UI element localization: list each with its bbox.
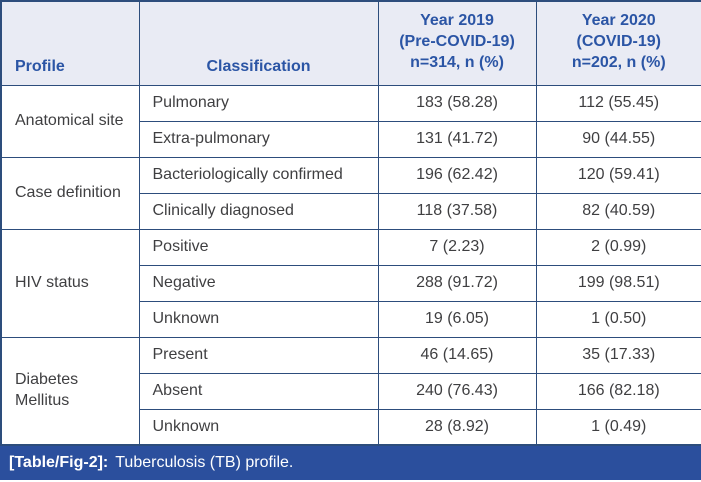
value-2019-cell: 28 (8.92) (377, 408, 537, 446)
classification-cell: Unknown (138, 408, 379, 446)
column-header-classification: Classification (138, 0, 379, 86)
value-2019-cell: 46 (14.65) (377, 336, 537, 374)
value-2020-cell: 82 (40.59) (535, 192, 701, 230)
table-row: Case definition Bacteriologically confir… (0, 156, 701, 230)
profile-cell-anatomical-site: Anatomical site (0, 84, 140, 158)
value-2019-cell: 288 (91.72) (377, 264, 537, 302)
value-2020-cell: 2 (0.99) (535, 228, 701, 266)
value-2019-cell: 183 (58.28) (377, 84, 537, 122)
value-2020-cell: 199 (98.51) (535, 264, 701, 302)
tb-profile-table: Profile Classification Year 2019 (Pre-CO… (0, 0, 701, 446)
profile-cell-case-definition: Case definition (0, 156, 140, 230)
table-row: HIV status Positive 7 (2.23) 2 (0.99) (0, 228, 701, 338)
value-2020-cell: 1 (0.50) (535, 300, 701, 338)
value-2019-cell: 240 (76.43) (377, 372, 537, 410)
value-2020-cell: 90 (44.55) (535, 120, 701, 158)
classification-cell: Unknown (138, 300, 379, 338)
classification-cell: Bacteriologically confirmed (138, 156, 379, 194)
column-header-profile: Profile (0, 0, 140, 86)
table-row: Extra-pulmonary 131 (41.72) 90 (44.55) (1, 120, 701, 158)
classification-cell: Present (138, 336, 379, 374)
table-caption: [Table/Fig-2]: Tuberculosis (TB) profile… (0, 446, 701, 480)
value-2020-cell: 120 (59.41) (535, 156, 701, 194)
value-2020-cell: 166 (82.18) (535, 372, 701, 410)
value-2019-cell: 7 (2.23) (377, 228, 537, 266)
classification-cell: Absent (138, 372, 379, 410)
column-header-year-2020: Year 2020 (COVID-19) n=202, n (%) (535, 0, 701, 86)
value-2019-cell: 118 (37.58) (377, 192, 537, 230)
classification-cell: Positive (138, 228, 379, 266)
value-2019-cell: 196 (62.42) (377, 156, 537, 194)
value-2019-cell: 131 (41.72) (377, 120, 537, 158)
header-row: Profile Classification Year 2019 (Pre-CO… (0, 0, 701, 86)
value-2020-cell: 1 (0.49) (535, 408, 701, 446)
table-row: Anatomical site Pulmonary 183 (58.28) 11… (0, 84, 701, 158)
profile-cell-hiv-status: HIV status (0, 228, 140, 338)
value-2020-cell: 112 (55.45) (535, 84, 701, 122)
table-row: Unknown 19 (6.05) 1 (0.50) (1, 300, 701, 338)
classification-cell: Clinically diagnosed (138, 192, 379, 230)
caption-label: [Table/Fig-2]: (9, 454, 109, 471)
column-header-year-2019: Year 2019 (Pre-COVID-19) n=314, n (%) (377, 0, 537, 86)
table-row: Negative 288 (91.72) 199 (98.51) (1, 264, 701, 302)
classification-cell: Extra-pulmonary (138, 120, 379, 158)
table-row: Unknown 28 (8.92) 1 (0.49) (1, 408, 701, 446)
classification-cell: Pulmonary (138, 84, 379, 122)
profile-cell-diabetes-mellitus: Diabetes Mellitus (0, 336, 140, 446)
table-row: Diabetes Mellitus Present 46 (14.65) 35 … (0, 336, 701, 446)
classification-cell: Negative (138, 264, 379, 302)
value-2020-cell: 35 (17.33) (535, 336, 701, 374)
value-2019-cell: 19 (6.05) (377, 300, 537, 338)
caption-text: Tuberculosis (TB) profile. (115, 454, 294, 471)
